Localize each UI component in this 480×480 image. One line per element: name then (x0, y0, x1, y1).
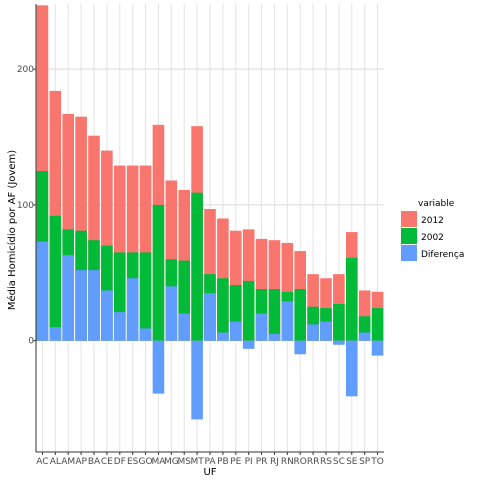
x-tick-label: RJ (270, 457, 279, 467)
bar-2002-to (372, 308, 384, 341)
bar-diferen-a-es (127, 278, 139, 340)
bar-2002-rj (269, 289, 281, 341)
bar-diferen-a-ap (75, 270, 87, 341)
bar-2002-pi (243, 281, 255, 341)
x-tick-label: RS (320, 457, 332, 467)
bar-diferen-a-ro (294, 341, 306, 355)
x-tick-label: RO (294, 457, 307, 467)
bar-diferen-a-sp (359, 333, 371, 341)
legend-label: 2012 (421, 216, 444, 226)
bar-diferen-a-to (372, 341, 384, 356)
bar-diferen-a-mg (166, 286, 178, 340)
x-tick-label: CE (101, 457, 113, 467)
bar-diferen-a-pi (243, 341, 255, 349)
legend-label: Diferença (421, 250, 464, 260)
x-tick-label: PB (217, 457, 229, 467)
bar-diferen-a-ce (101, 290, 113, 340)
y-tick-label: 0 (28, 337, 34, 347)
x-tick-label: TO (370, 457, 384, 467)
x-tick-label: AM (61, 457, 75, 467)
legend: variable 2012 2002 Diferença (401, 199, 464, 261)
x-tick-label: PI (245, 457, 253, 467)
legend-label: 2002 (421, 233, 444, 243)
x-tick-label: AC (36, 457, 48, 467)
x-tick-label: ES (127, 457, 139, 467)
bar-2002-go (140, 252, 152, 340)
x-tick-label: SE (346, 457, 358, 467)
bar-diferen-a-rj (269, 334, 281, 341)
bar-diferen-a-rs (320, 322, 332, 341)
y-axis-title: Média Homicídio por AF (Jovem) (6, 150, 18, 310)
x-tick-label: BA (88, 457, 101, 467)
x-tick-label: AL (50, 457, 61, 467)
x-tick-label: AP (75, 457, 87, 467)
x-tick-label: PR (256, 457, 268, 467)
bar-diferen-a-df (114, 312, 126, 341)
x-tick-label: RR (307, 457, 320, 467)
bar-diferen-a-pb (217, 333, 229, 341)
bar-diferen-a-pe (230, 322, 242, 341)
bar-diferen-a-ma (153, 341, 165, 394)
bar-2002-sc (333, 304, 345, 341)
bar-diferen-a-pr (256, 314, 268, 341)
y-tick-label: 100 (17, 201, 34, 211)
bar-2002-ro (294, 289, 306, 341)
bar-diferen-a-pa (204, 293, 216, 341)
bar-2002-al (50, 216, 62, 341)
x-tick-label: SC (333, 457, 345, 467)
bar-diferen-a-mt (191, 341, 203, 420)
legend-title: variable (418, 199, 455, 209)
bar-diferen-a-sc (333, 341, 345, 345)
x-tick-label: MT (190, 457, 204, 467)
bar-2002-pb (217, 278, 229, 340)
bar-diferen-a-rn (282, 301, 294, 340)
y-tick-label: 200 (17, 65, 34, 75)
legend-key (401, 245, 417, 261)
bar-2002-mt (191, 193, 203, 341)
x-axis-title: UF (203, 467, 216, 478)
bar-diferen-a-rr (307, 324, 319, 340)
legend-key (401, 228, 417, 244)
bar-diferen-a-go (140, 328, 152, 340)
bar-2002-se (346, 258, 358, 341)
x-tick-label: RN (281, 457, 294, 467)
bar-diferen-a-ac (37, 242, 49, 341)
bar-diferen-a-ms (178, 314, 190, 341)
x-tick-label: GO (139, 457, 153, 467)
bar-diferen-a-al (50, 327, 62, 341)
bar-2002-ma (153, 205, 165, 341)
x-tick-label: MS (177, 457, 191, 467)
bar-diferen-a-am (62, 255, 74, 341)
x-tick-label: SP (359, 457, 371, 467)
x-tick-label: DF (114, 457, 126, 467)
legend-key (401, 211, 417, 227)
bar-diferen-a-ba (88, 270, 100, 341)
x-tick-label: PA (204, 457, 216, 467)
x-tick-label: PE (230, 457, 241, 467)
bar-diferen-a-se (346, 341, 358, 397)
